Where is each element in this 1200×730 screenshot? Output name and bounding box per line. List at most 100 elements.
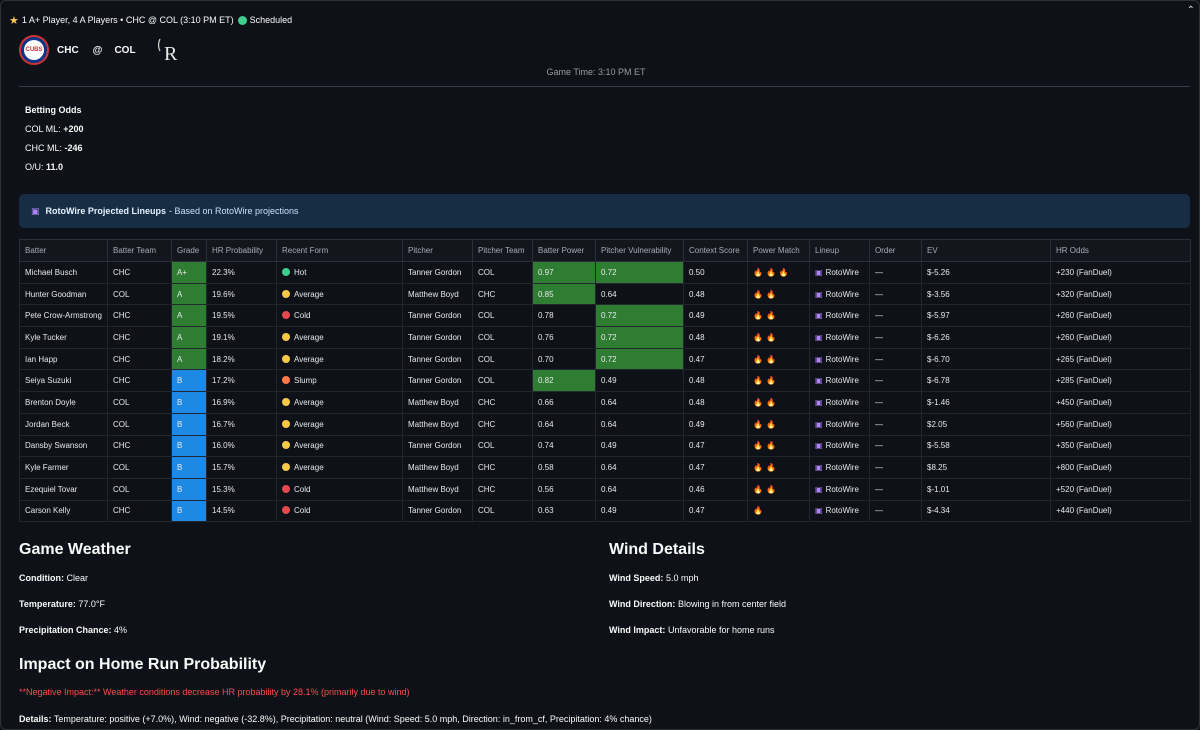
batter-team-cell: CHC [108,435,172,457]
order-cell: — [870,413,922,435]
lineup-cell: ▣ RotoWire [810,370,870,392]
context-score-cell: 0.48 [684,370,748,392]
column-header[interactable]: Power Match [748,240,810,262]
pitcher-cell: Matthew Boyd [403,478,473,500]
column-header[interactable]: HR Odds [1051,240,1191,262]
column-header[interactable]: EV [922,240,1051,262]
power-match-cell: 🔥 [748,500,810,522]
ev-cell: $-4.34 [922,500,1051,522]
column-header[interactable]: Recent Form [277,240,403,262]
recent-form-cell: Average [277,435,403,457]
pitcher-cell: Matthew Boyd [403,413,473,435]
ev-cell: $-6.70 [922,348,1051,370]
column-header[interactable]: Pitcher Team [473,240,533,262]
order-cell: — [870,327,922,349]
power-match-cell: 🔥🔥 [748,348,810,370]
table-row[interactable]: Kyle Farmer COL B 15.7% Average Matthew Boyd C… [20,457,1191,479]
power-match-cell: 🔥🔥 [748,392,810,414]
table-row[interactable]: Ezequiel Tovar COL B 15.3% Cold Matthew Boyd C… [20,478,1191,500]
ev-cell: $-6.26 [922,327,1051,349]
betting-odds: Betting Odds COL ML: +200 CHC ML: -246 O… [25,101,83,177]
column-header[interactable]: HR Probability [207,240,277,262]
info-text: - Based on RotoWire projections [169,206,299,216]
column-header[interactable]: Pitcher Vulnerability [596,240,684,262]
form-dot-icon [282,420,290,428]
power-match-cell: 🔥🔥 [748,305,810,327]
fire-icon: 🔥🔥 [753,355,779,364]
fire-icon: 🔥🔥 [753,333,779,342]
recent-form-cell: Cold [277,478,403,500]
wind-speed: Wind Speed: 5.0 mph [609,573,698,583]
expander-header[interactable]: ★ 1 A+ Player, 4 A Players • CHC @ COL (… [9,9,1193,31]
table-row[interactable]: Kyle Tucker CHC A 19.1% Average Tanner Gordon… [20,327,1191,349]
batter-power-cell: 0.97 [533,262,596,284]
pitcher-cell: Tanner Gordon [403,370,473,392]
context-score-cell: 0.48 [684,283,748,305]
lineup-cell: ▣ RotoWire [810,327,870,349]
table-row[interactable]: Seiya Suzuki CHC B 17.2% Slump Tanner Gordon C… [20,370,1191,392]
hr-odds-cell: +260 (FanDuel) [1051,305,1191,327]
batter-team-cell: CHC [108,262,172,284]
recent-form-cell: Cold [277,500,403,522]
batter-cell: Ian Happ [20,348,108,370]
chevron-up-icon[interactable]: ⌃ [1187,5,1195,16]
column-header[interactable]: Order [870,240,922,262]
table-row[interactable]: Pete Crow-Armstrong CHC A 19.5% Cold Tanner G… [20,305,1191,327]
hr-probability-cell: 22.3% [207,262,277,284]
lineup-cell: ▣ RotoWire [810,413,870,435]
hr-probability-cell: 19.5% [207,305,277,327]
column-header[interactable]: Grade [172,240,207,262]
order-cell: — [870,262,922,284]
pitcher-vulnerability-cell: 0.72 [596,262,684,284]
hr-probability-cell: 16.0% [207,435,277,457]
rotowire-icon: ▣ [815,290,823,299]
pitcher-team-cell: COL [473,435,533,457]
column-header[interactable]: Batter Power [533,240,596,262]
batter-cell: Ezequiel Tovar [20,478,108,500]
table-row[interactable]: Carson Kelly CHC B 14.5% Cold Tanner Gordon CO… [20,500,1191,522]
wind-direction: Wind Direction: Blowing in from center f… [609,599,786,609]
pitcher-team-cell: COL [473,348,533,370]
column-header[interactable]: Pitcher [403,240,473,262]
column-header[interactable]: Lineup [810,240,870,262]
fire-icon: 🔥🔥 [753,398,779,407]
table-row[interactable]: Jordan Beck COL B 16.7% Average Matthew Boyd C… [20,413,1191,435]
table-row[interactable]: Ian Happ CHC A 18.2% Average Tanner Gordon COL… [20,348,1191,370]
hr-probability-cell: 16.9% [207,392,277,414]
pitcher-team-cell: CHC [473,413,533,435]
table-row[interactable]: Michael Busch CHC A+ 22.3% Hot Tanner Gordon C… [20,262,1191,284]
pitcher-vulnerability-cell: 0.72 [596,327,684,349]
rotowire-icon: ▣ [31,206,40,217]
column-header[interactable]: Context Score [684,240,748,262]
recent-form-cell: Average [277,283,403,305]
weather-title: Game Weather [19,541,131,559]
fire-icon: 🔥🔥 [753,376,779,385]
context-score-cell: 0.50 [684,262,748,284]
away-team: CHC [57,45,79,56]
pitcher-cell: Tanner Gordon [403,262,473,284]
recent-form-cell: Slump [277,370,403,392]
hr-projections-table[interactable]: Batter Batter Team Grade HR Probability Rece… [19,239,1191,522]
batter-cell: Dansby Swanson [20,435,108,457]
ev-cell: $-5.58 [922,435,1051,457]
batter-team-cell: CHC [108,305,172,327]
form-dot-icon [282,290,290,298]
grade-cell: B [172,392,207,414]
batter-team-cell: COL [108,478,172,500]
table-row[interactable]: Brenton Doyle COL B 16.9% Average Matthew Boy… [20,392,1191,414]
table-row[interactable]: Dansby Swanson CHC B 16.0% Average Tanner Gor… [20,435,1191,457]
order-cell: — [870,457,922,479]
form-dot-icon [282,506,290,514]
pitcher-vulnerability-cell: 0.64 [596,283,684,305]
chc-moneyline: CHC ML: -246 [25,139,83,158]
svg-text:R: R [164,43,178,65]
table-row[interactable]: Hunter Goodman COL A 19.6% Average Matthew Bo… [20,283,1191,305]
batter-team-cell: COL [108,283,172,305]
column-header[interactable]: Batter [20,240,108,262]
column-header[interactable]: Batter Team [108,240,172,262]
lineup-cell: ▣ RotoWire [810,262,870,284]
divider [19,86,1190,87]
hr-odds-cell: +230 (FanDuel) [1051,262,1191,284]
batter-team-cell: CHC [108,348,172,370]
